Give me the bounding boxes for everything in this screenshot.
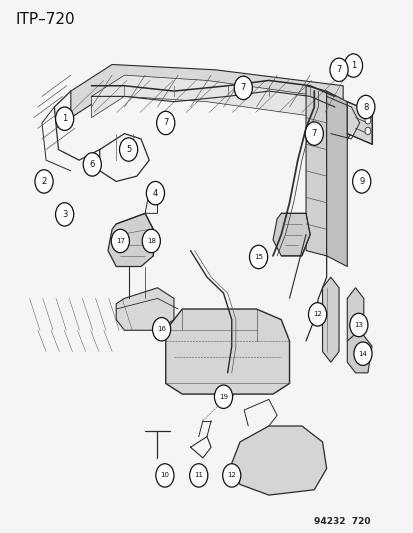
Circle shape [344, 54, 362, 77]
Polygon shape [322, 96, 355, 139]
Text: 15: 15 [254, 254, 262, 260]
Circle shape [55, 107, 74, 131]
Polygon shape [231, 426, 326, 495]
Circle shape [308, 303, 326, 326]
Polygon shape [272, 213, 309, 256]
Polygon shape [347, 102, 371, 144]
Circle shape [146, 181, 164, 205]
Circle shape [55, 203, 74, 226]
Circle shape [156, 111, 174, 135]
Circle shape [329, 58, 347, 82]
Circle shape [364, 117, 370, 124]
Circle shape [234, 76, 252, 100]
Circle shape [83, 153, 101, 176]
Text: 5: 5 [126, 145, 131, 154]
Text: 7: 7 [163, 118, 168, 127]
Text: 17: 17 [116, 238, 125, 244]
Circle shape [349, 313, 367, 337]
Polygon shape [165, 309, 289, 394]
Text: 14: 14 [358, 351, 366, 357]
Text: 18: 18 [147, 238, 155, 244]
Circle shape [304, 122, 323, 146]
Polygon shape [347, 330, 371, 373]
Polygon shape [108, 213, 153, 266]
Polygon shape [91, 75, 322, 118]
Circle shape [356, 95, 374, 119]
Circle shape [352, 169, 370, 193]
Text: 9: 9 [358, 177, 363, 186]
Text: 8: 8 [362, 102, 368, 111]
Circle shape [214, 385, 232, 408]
Circle shape [35, 169, 53, 193]
Text: 1: 1 [350, 61, 355, 70]
Circle shape [364, 127, 370, 135]
Text: 16: 16 [157, 326, 166, 332]
Polygon shape [322, 277, 338, 362]
Text: 4: 4 [152, 189, 158, 198]
Text: 7: 7 [335, 66, 341, 74]
Text: 7: 7 [240, 83, 245, 92]
Circle shape [111, 229, 129, 253]
Text: 2: 2 [41, 177, 47, 186]
Text: 12: 12 [227, 472, 236, 479]
Polygon shape [305, 86, 326, 256]
Text: 10: 10 [160, 472, 169, 479]
Circle shape [249, 245, 267, 269]
Text: 1: 1 [62, 114, 67, 123]
Text: 13: 13 [354, 322, 363, 328]
Polygon shape [71, 64, 342, 118]
Circle shape [189, 464, 207, 487]
Text: 12: 12 [312, 311, 321, 317]
Circle shape [142, 229, 160, 253]
Text: 19: 19 [218, 394, 228, 400]
Polygon shape [347, 288, 363, 352]
Circle shape [119, 138, 138, 161]
Text: ITP–720: ITP–720 [15, 12, 75, 27]
Circle shape [353, 342, 371, 366]
Polygon shape [326, 91, 347, 266]
Circle shape [152, 318, 170, 341]
Text: 11: 11 [194, 472, 203, 479]
Text: 94232  720: 94232 720 [313, 517, 370, 526]
Text: 3: 3 [62, 210, 67, 219]
Polygon shape [116, 288, 173, 330]
Text: 6: 6 [89, 160, 95, 169]
Text: 7: 7 [311, 129, 316, 138]
Circle shape [155, 464, 173, 487]
Circle shape [222, 464, 240, 487]
